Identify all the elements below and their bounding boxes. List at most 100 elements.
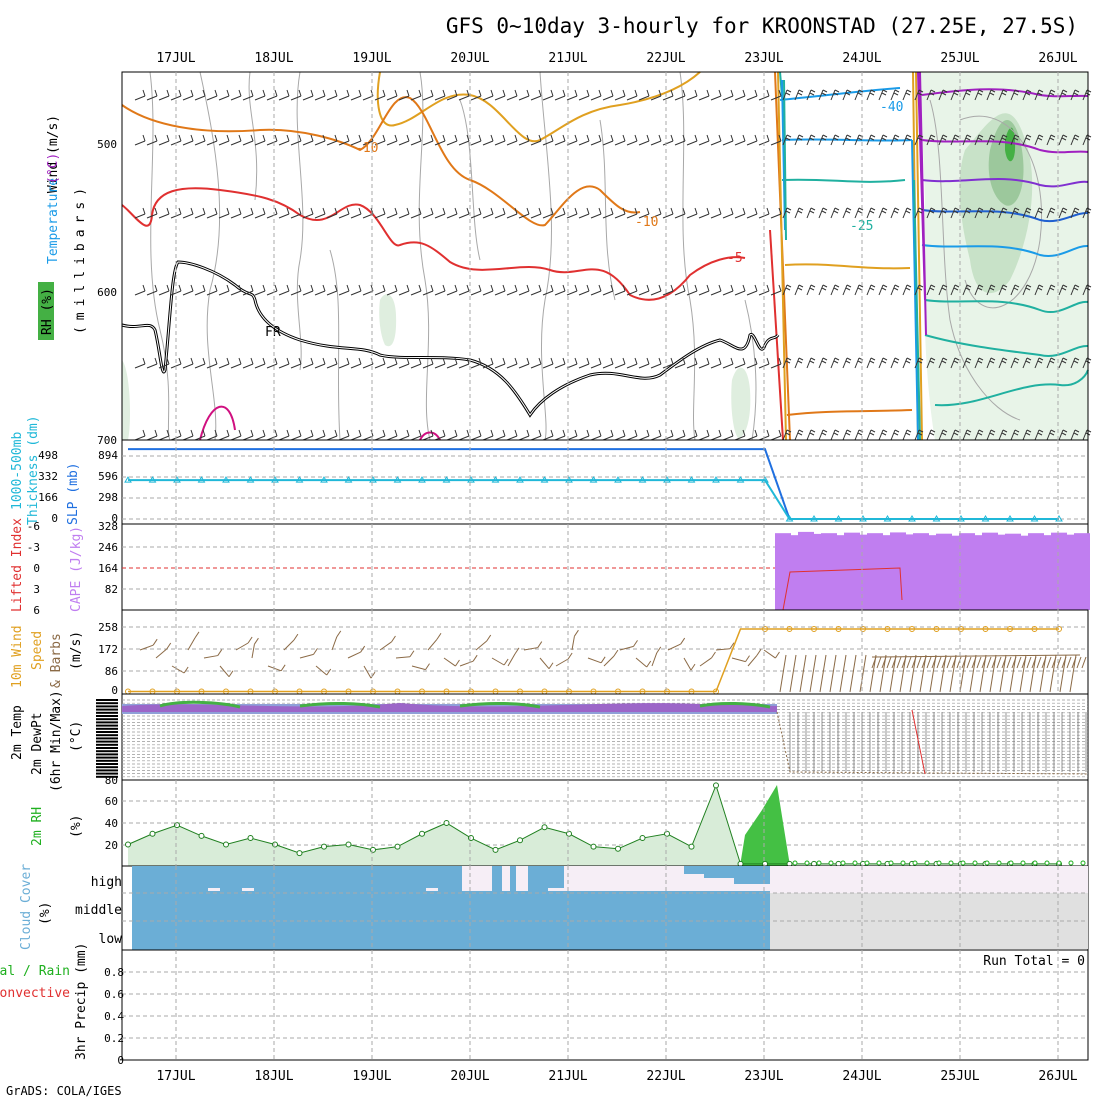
wind-barb <box>326 207 338 219</box>
wind-barb <box>806 207 816 219</box>
right-tick: 298 <box>98 491 118 504</box>
wind-barb <box>266 429 278 441</box>
series-point <box>687 476 696 483</box>
wind-barb <box>302 134 314 146</box>
wind-barb <box>996 656 1002 669</box>
wind-barb <box>600 656 606 664</box>
wind-barb <box>434 357 446 369</box>
wind-barb <box>472 654 478 662</box>
wind-barb <box>878 134 888 146</box>
wind-barb <box>314 134 326 146</box>
wind-barb <box>710 429 722 441</box>
wind-barb <box>254 429 266 441</box>
date-label: 22JUL <box>646 51 685 66</box>
wind-barb <box>1058 357 1068 369</box>
wind-barb <box>194 631 200 639</box>
wind-barb <box>1031 656 1037 669</box>
ylabel-temperature: Temperature <box>46 178 61 264</box>
temp-ylabels: 2m Temp 2m DewPt (6hr Min/Max) (°C) <box>10 690 84 792</box>
wind-barb <box>293 633 299 641</box>
wind-barb <box>729 642 735 650</box>
wind-barb <box>626 207 638 219</box>
wind-barb <box>614 284 626 296</box>
wind-barb <box>818 89 828 101</box>
wind-barb <box>434 429 446 441</box>
wind-barb <box>446 89 458 101</box>
wind-barb <box>566 284 578 296</box>
upper-yaxis: 500 600 700 <box>97 138 117 447</box>
wind-barb <box>734 429 746 441</box>
wind-barb <box>962 89 972 101</box>
wind-barb <box>458 284 470 296</box>
series-point <box>1056 626 1062 633</box>
right-tick: 0 <box>111 512 118 525</box>
wind-barb <box>866 207 876 219</box>
wind-barb <box>158 429 170 441</box>
series-point <box>1031 626 1038 633</box>
wind-yaxis: 258 172 86 0 10m Wind Speed & Barbs (m/s… <box>10 621 118 697</box>
wind-barb <box>542 89 554 101</box>
wind-barb <box>206 429 218 441</box>
wind-barb <box>554 284 566 296</box>
wind-barb <box>829 654 837 693</box>
wind-barb <box>247 636 253 644</box>
li-tick: 3 <box>33 583 40 596</box>
rh-shading <box>731 367 751 438</box>
wind-barb <box>819 654 827 693</box>
wind-barb <box>770 134 782 146</box>
wind-barb <box>614 429 626 441</box>
wind-barb <box>302 89 314 101</box>
wind-barb <box>638 134 650 146</box>
wind-barb <box>1022 429 1032 441</box>
wind-barb <box>326 668 332 676</box>
ylabel-precip: 3hr Precip (mm) <box>74 943 89 1060</box>
wind-barb <box>974 134 984 146</box>
wind-barb <box>506 357 518 369</box>
ylabel-wind-unit: (m/s) <box>69 631 84 670</box>
series-point <box>900 860 906 866</box>
wind-barb <box>482 89 494 101</box>
wind-barb <box>914 357 924 369</box>
wind-barb <box>991 656 997 669</box>
wind-barb <box>938 134 948 146</box>
temp-tick <box>96 705 118 708</box>
wind-barb <box>690 663 696 671</box>
wind-barb <box>446 207 458 219</box>
wind-barb <box>986 89 996 101</box>
wind-barb <box>278 284 290 296</box>
left-tick: 166 <box>38 491 58 504</box>
cloud-gap <box>704 878 734 891</box>
wind-barb <box>782 89 792 101</box>
wind-barb <box>650 89 662 101</box>
cloud-panel: high middle low Cloud Cover (%) <box>19 864 1089 951</box>
wind-barb <box>746 357 758 369</box>
wind-barb <box>555 658 569 667</box>
wind-barb <box>842 429 852 441</box>
wind-barb <box>230 284 242 296</box>
li-tick: 0 <box>33 562 40 575</box>
wind-barb <box>506 207 518 219</box>
wind-barb <box>507 653 516 667</box>
wind-barb <box>194 284 206 296</box>
wind-barb <box>542 134 554 146</box>
wind-barb <box>782 357 792 369</box>
wind-barb <box>459 660 474 667</box>
wind-barb <box>770 207 782 219</box>
wind-barb <box>518 134 530 146</box>
wind-barb <box>395 656 410 659</box>
ylabel-temp-unit: (°C) <box>69 721 84 752</box>
cloud-level-label: high <box>91 875 122 890</box>
cape-tick: 246 <box>98 541 118 554</box>
wind-barb <box>854 207 864 219</box>
wind-barb <box>1070 429 1080 441</box>
wind-barb <box>876 656 882 669</box>
wind-barb <box>950 357 960 369</box>
series-line <box>128 628 1059 693</box>
wind-barb <box>280 664 286 672</box>
series-point <box>272 841 278 848</box>
temp-tick <box>96 702 118 705</box>
wind-barb <box>674 357 686 369</box>
wind-barb <box>554 134 566 146</box>
wind-barb <box>542 207 554 219</box>
wind-barb <box>854 89 864 101</box>
